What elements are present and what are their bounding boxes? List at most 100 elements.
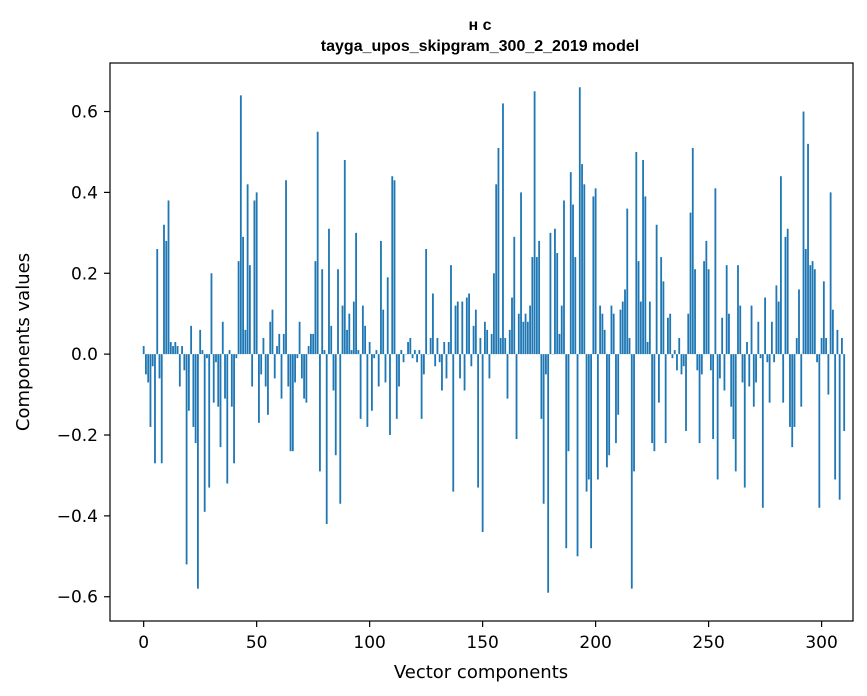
bar: [260, 354, 263, 375]
bar: [339, 354, 342, 504]
bar: [312, 333, 315, 355]
bar: [689, 212, 692, 355]
bar: [698, 354, 701, 444]
bar: [719, 354, 721, 379]
bar: [149, 354, 152, 427]
bar: [556, 253, 559, 355]
bar: [145, 354, 147, 375]
bar: [422, 354, 425, 375]
bar: [504, 337, 507, 355]
bar: [827, 354, 830, 395]
bar: [601, 313, 604, 355]
bar: [533, 91, 536, 355]
bar: [337, 269, 339, 355]
bar: [554, 228, 556, 355]
bar: [709, 354, 712, 371]
y-tick-label: −0.4: [57, 507, 98, 527]
bar: [251, 354, 254, 387]
bar: [436, 337, 439, 355]
bar: [572, 204, 574, 355]
bar: [825, 337, 828, 355]
bar: [678, 337, 681, 355]
bar: [743, 354, 746, 488]
bar: [583, 184, 586, 355]
x-tick-label: 150: [466, 633, 498, 653]
bar: [398, 354, 400, 387]
bar: [843, 354, 846, 431]
bar: [483, 321, 486, 355]
bar: [687, 313, 690, 355]
bar: [786, 228, 789, 355]
bar: [477, 354, 480, 488]
x-tick-label: 50: [246, 633, 268, 653]
bar: [777, 301, 780, 355]
bar: [542, 354, 545, 504]
bar: [221, 321, 224, 355]
bar: [187, 354, 190, 411]
x-tick-label: 0: [138, 633, 149, 653]
bar: [201, 350, 204, 355]
bar: [644, 196, 647, 355]
bar: [712, 354, 715, 440]
bar: [506, 354, 509, 399]
y-axis-label: Components values: [13, 253, 34, 431]
bar: [780, 176, 782, 355]
bar: [540, 354, 543, 419]
bar: [520, 192, 522, 355]
bar: [804, 249, 807, 355]
bar: [603, 329, 606, 355]
bar: [165, 240, 168, 355]
bar: [836, 329, 839, 355]
bar: [393, 180, 396, 355]
bar: [239, 95, 242, 355]
bar: [703, 261, 705, 355]
bar: [158, 354, 161, 379]
bar: [479, 337, 482, 355]
bar: [443, 342, 446, 355]
bar: [212, 354, 215, 403]
bar: [456, 301, 459, 355]
bar: [470, 354, 473, 367]
bar: [343, 160, 346, 355]
bar: [619, 309, 622, 355]
bar: [151, 354, 154, 367]
bar: [728, 313, 730, 355]
bar: [669, 313, 672, 355]
bar: [296, 354, 299, 359]
bar: [156, 249, 159, 355]
bar: [565, 354, 568, 549]
bar: [673, 350, 676, 355]
bar: [642, 160, 644, 355]
bar: [700, 354, 703, 375]
bar: [838, 354, 841, 500]
bar: [368, 342, 371, 355]
bar: [461, 301, 464, 355]
bar: [495, 184, 498, 355]
bar: [267, 354, 269, 415]
bar: [545, 354, 547, 375]
bar: [770, 321, 773, 355]
bar: [192, 354, 195, 427]
bar: [587, 354, 590, 480]
bar: [757, 321, 760, 355]
bar: [764, 297, 766, 355]
y-tick-label: 0.6: [71, 103, 98, 123]
bar: [685, 354, 687, 431]
bar: [657, 354, 660, 403]
bar: [612, 313, 615, 355]
bar: [384, 354, 387, 383]
bar: [226, 354, 229, 484]
bar: [183, 354, 186, 371]
bar: [800, 354, 803, 407]
x-tick-label: 100: [353, 633, 385, 653]
bar: [307, 346, 310, 355]
bar: [802, 111, 805, 355]
bar: [773, 354, 776, 363]
bar: [511, 297, 513, 355]
bar: [549, 232, 552, 355]
plot-frame: [109, 62, 854, 622]
bar: [262, 337, 265, 355]
bar: [497, 147, 500, 355]
bar: [465, 297, 468, 355]
